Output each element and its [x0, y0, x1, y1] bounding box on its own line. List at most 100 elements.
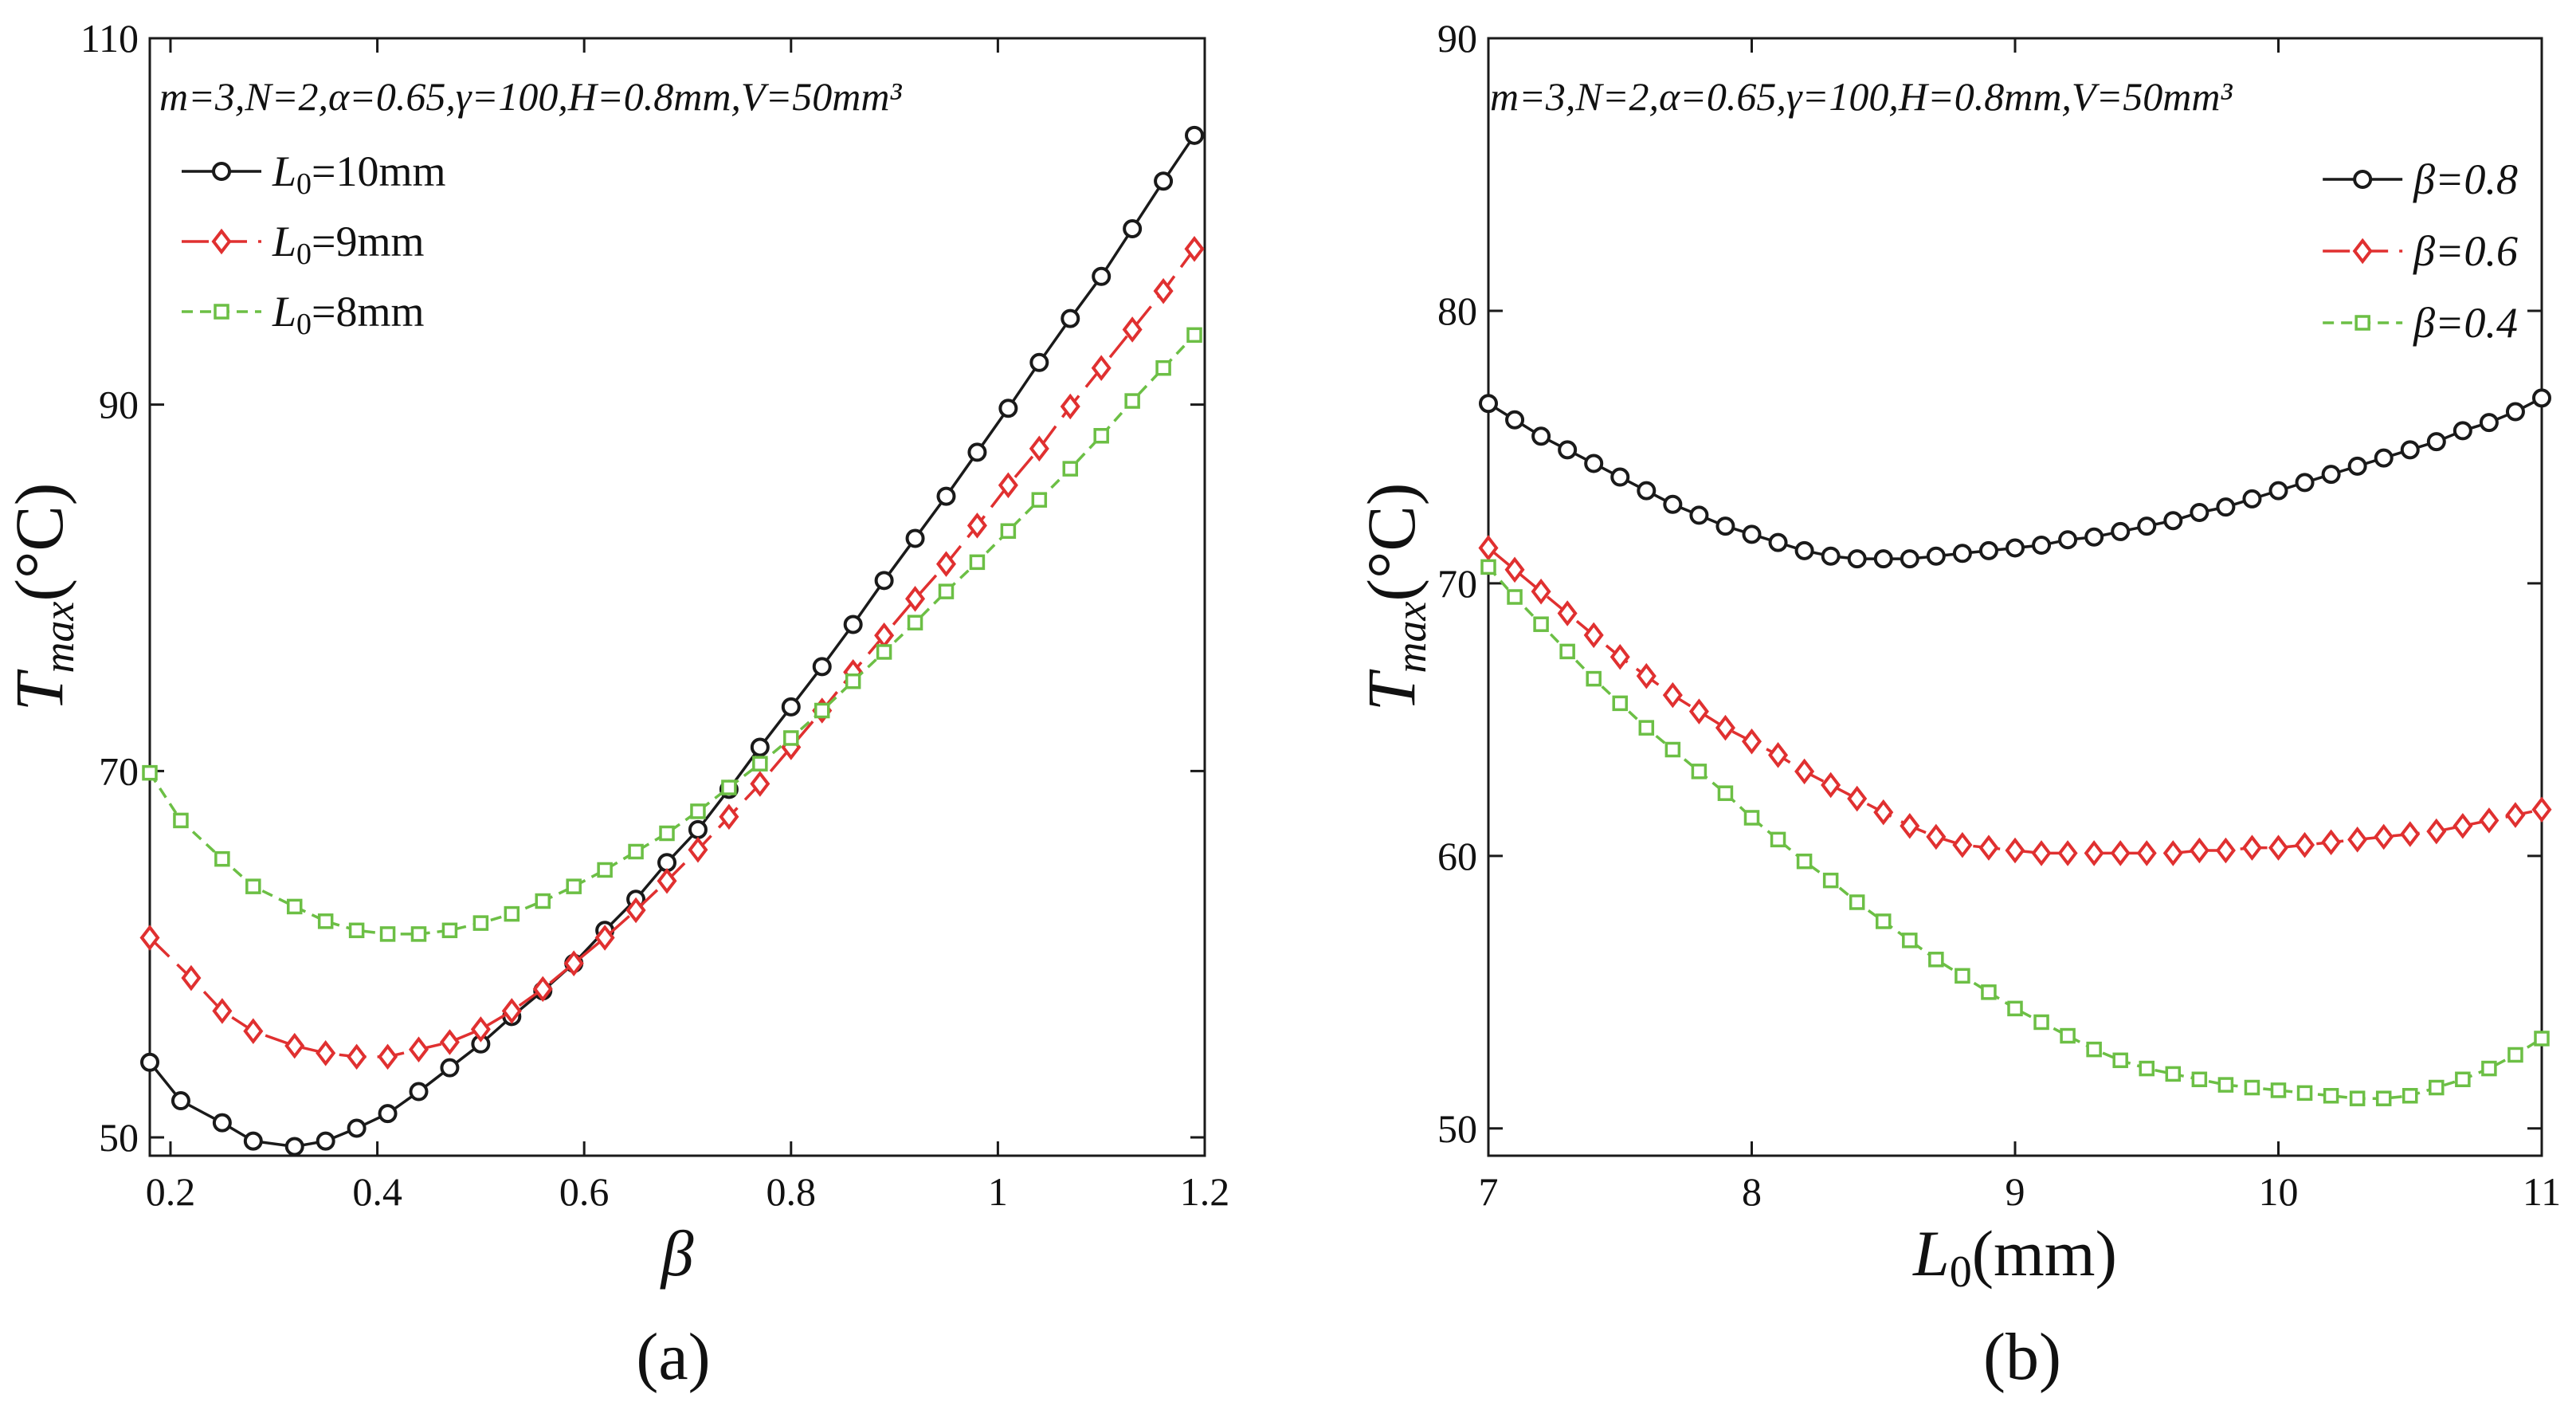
data-point	[1122, 316, 1143, 343]
data-point	[566, 878, 582, 894]
data-point	[905, 586, 926, 612]
data-point	[1770, 831, 1786, 848]
x-tick-label: 10	[2259, 1169, 2299, 1214]
x-tick-label: 0.2	[146, 1169, 196, 1214]
parameter-annotation: m=3,N=2,α=0.65,γ=100,H=0.8mm,V=50mm³	[1490, 74, 2233, 119]
data-point	[410, 926, 427, 942]
data-point	[2268, 481, 2288, 501]
data-point	[1636, 662, 1657, 689]
data-point	[2374, 448, 2394, 468]
series-3	[142, 327, 1202, 942]
data-point	[1873, 799, 1894, 826]
data-point	[1531, 578, 1551, 605]
data-point	[1154, 171, 1174, 191]
data-point	[2110, 840, 2131, 866]
data-point	[2481, 1060, 2497, 1077]
data-point	[969, 554, 986, 571]
series-line	[1487, 547, 2543, 855]
data-point	[2111, 521, 2131, 541]
data-point	[750, 771, 770, 797]
data-point	[212, 1113, 232, 1133]
data-point	[2137, 516, 2157, 536]
data-point	[171, 1091, 190, 1111]
data-point	[2295, 831, 2315, 858]
data-point	[1849, 894, 1865, 910]
data-point	[347, 1043, 367, 1070]
data-point	[2532, 388, 2551, 408]
data-point	[721, 780, 737, 795]
data-point	[628, 843, 644, 860]
axes-frame	[148, 37, 1206, 1157]
data-point	[2006, 538, 2025, 558]
data-point	[470, 1016, 491, 1043]
data-point	[2139, 1060, 2155, 1077]
legend: L0=10mm L0=9mm L0=8mm	[182, 147, 446, 341]
data-point	[1504, 556, 1525, 583]
data-point	[967, 442, 987, 462]
data-point	[597, 862, 613, 878]
data-point	[594, 925, 615, 951]
data-point	[2505, 802, 2526, 828]
data-point	[1505, 410, 1525, 430]
legend-item: β=0.4	[2323, 299, 2518, 347]
data-point	[1124, 393, 1140, 409]
data-point	[783, 730, 799, 746]
data-point	[752, 756, 768, 772]
y-tick-label: 70	[1437, 561, 1477, 606]
x-tick-label: 9	[2006, 1169, 2025, 1214]
data-point	[2084, 527, 2104, 547]
data-point	[657, 867, 677, 894]
legend-item: β=0.6	[2323, 227, 2518, 275]
data-point	[1847, 785, 1868, 812]
data-point	[1123, 219, 1143, 239]
data-point	[2426, 818, 2447, 845]
data-point	[2296, 1085, 2313, 1102]
parameter-annotation: m=3,N=2,α=0.65,γ=100,H=0.8mm,V=50mm³	[159, 74, 902, 119]
data-point	[2190, 502, 2209, 522]
data-point	[2060, 1027, 2076, 1044]
data-point	[2347, 456, 2367, 476]
data-point	[2452, 812, 2473, 839]
data-point	[1821, 546, 1841, 566]
data-point	[1715, 516, 1735, 536]
data-point	[812, 657, 832, 677]
axes-frame	[1487, 37, 2543, 1157]
y-axis-label: Tmax(°C)	[1, 483, 83, 712]
data-point	[1952, 831, 1973, 858]
data-point	[1873, 549, 1893, 569]
data-point	[181, 964, 202, 992]
data-point	[750, 737, 770, 757]
series-1	[1479, 388, 2551, 569]
data-point	[378, 1104, 398, 1124]
data-point	[1688, 698, 1709, 725]
data-point	[2374, 823, 2394, 850]
data-point	[845, 673, 861, 689]
data-point	[2347, 827, 2368, 853]
data-point	[347, 1118, 367, 1138]
data-point	[1794, 540, 1814, 560]
data-point	[214, 850, 230, 867]
data-point	[2007, 1000, 2023, 1017]
legend-item: L0=10mm	[182, 147, 446, 201]
data-point	[139, 925, 160, 951]
data-point	[1717, 785, 1734, 801]
data-point	[1689, 505, 1709, 525]
data-point	[1822, 872, 1839, 889]
y-tick-label: 90	[1437, 16, 1477, 61]
panel-label: (b)	[1983, 1320, 2061, 1394]
data-point	[2426, 432, 2446, 452]
data-point	[243, 1018, 264, 1044]
x-tick-label: 0.6	[559, 1169, 610, 1214]
data-point	[501, 998, 522, 1024]
data-point	[2323, 1088, 2339, 1104]
data-point	[1610, 643, 1630, 670]
data-point	[1662, 681, 1683, 709]
data-point	[2244, 1079, 2260, 1096]
data-point	[2321, 829, 2342, 856]
legend-marker	[214, 304, 229, 320]
data-point	[1902, 933, 1918, 948]
data-point	[2031, 840, 2052, 866]
data-point	[286, 898, 303, 915]
data-point	[2136, 840, 2157, 866]
